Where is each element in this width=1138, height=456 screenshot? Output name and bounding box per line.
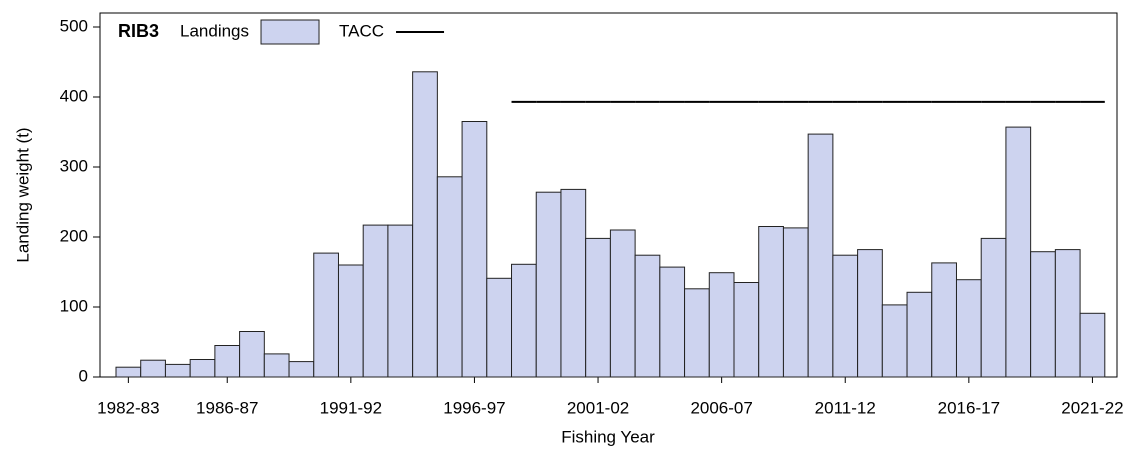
bar xyxy=(782,227,809,378)
bar xyxy=(659,266,686,378)
bar xyxy=(461,121,488,378)
bar xyxy=(140,359,166,378)
y-tick-label: 400 xyxy=(60,86,88,105)
legend-label: Landings xyxy=(180,21,249,40)
bar xyxy=(955,279,982,378)
y-tick-label: 300 xyxy=(60,156,88,175)
x-tick-label: 1982-83 xyxy=(97,398,159,417)
bar xyxy=(362,224,389,378)
bar xyxy=(609,229,636,378)
bar xyxy=(387,224,414,378)
bar xyxy=(684,288,710,378)
bar xyxy=(288,361,315,378)
bar xyxy=(857,249,883,378)
chart-title: RIB3 xyxy=(118,21,159,41)
bar xyxy=(535,191,562,378)
y-tick-label: 100 xyxy=(60,296,88,315)
x-tick-label: 2006-07 xyxy=(690,398,752,417)
bar xyxy=(239,331,265,378)
x-tick-label: 2021-22 xyxy=(1061,398,1123,417)
bar xyxy=(263,353,290,378)
bar xyxy=(807,133,834,378)
x-tick-label: 2011-12 xyxy=(815,398,876,417)
bar xyxy=(436,176,463,378)
bar xyxy=(337,264,364,378)
y-tick-label: 200 xyxy=(60,226,88,245)
y-tick-label: 500 xyxy=(60,16,88,35)
x-tick-label: 2016-17 xyxy=(938,398,1000,417)
bar xyxy=(115,366,142,378)
bar xyxy=(412,71,438,378)
bar xyxy=(708,272,735,378)
bar xyxy=(758,226,784,378)
bar xyxy=(214,345,241,378)
bar xyxy=(980,237,1007,378)
x-axis-title: Fishing Year xyxy=(561,427,655,446)
bar xyxy=(931,262,957,378)
bar xyxy=(832,254,859,378)
x-tick-label: 1986-87 xyxy=(196,398,258,417)
bar xyxy=(1054,249,1081,378)
y-tick-label: 0 xyxy=(79,366,88,385)
bar xyxy=(164,363,191,378)
bar xyxy=(1079,312,1106,378)
bar xyxy=(313,252,339,378)
x-tick-label: 1996-97 xyxy=(443,398,505,417)
x-tick-label: 1991-92 xyxy=(320,398,382,417)
bar xyxy=(560,188,587,378)
bar xyxy=(881,304,908,378)
bar xyxy=(585,237,611,378)
bar xyxy=(189,359,216,378)
legend-swatch xyxy=(260,19,320,45)
bar xyxy=(906,291,933,378)
x-tick-label: 2001-02 xyxy=(567,398,629,417)
legend-label: TACC xyxy=(339,21,384,40)
bar xyxy=(1030,251,1056,378)
bar xyxy=(634,254,661,378)
bar xyxy=(486,277,513,378)
y-axis-title: Landing weight (t) xyxy=(13,127,32,262)
bar xyxy=(1005,126,1032,378)
bar xyxy=(511,263,537,378)
bar xyxy=(733,282,760,378)
